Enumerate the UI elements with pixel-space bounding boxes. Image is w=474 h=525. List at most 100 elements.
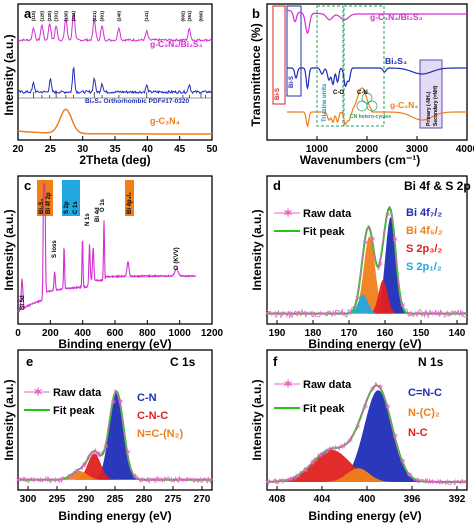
raw-data-point: ✶	[362, 238, 370, 248]
panel-a-frame	[17, 3, 213, 141]
hkl-label: (120)	[39, 11, 44, 22]
panel-b-ticks: 1000 2000 3000 4000	[306, 136, 474, 155]
hkl-label: (141)	[144, 11, 149, 22]
raw-data-line	[266, 209, 468, 319]
panel-e-ticks: 300 295 290 285 280 275 270	[20, 486, 211, 505]
panel-d-comp-s2p32: S 2p₃/₂	[406, 243, 442, 255]
panel-f-xtick-label: 408	[269, 494, 286, 505]
panel-c-label-o1s: O 1s	[100, 198, 106, 212]
panel-a-ticks: 20 25 30 35 40 45 50	[12, 136, 218, 155]
panel-a-xtick-label: 40	[142, 144, 154, 155]
raw-data-point: ✶	[73, 467, 81, 477]
panel-c-xtick-label: 0	[15, 328, 21, 339]
raw-data-point: ✶	[407, 310, 415, 320]
panel-c-label-sloss: S loss	[52, 240, 58, 258]
raw-data-point: ✶	[459, 310, 467, 320]
panel-e-xlabel: Binding energy (eV)	[58, 509, 171, 523]
raw-data-line	[17, 389, 213, 485]
panel-f-xlabel: Binding energy (eV)	[308, 509, 421, 523]
raw-data-point: ✶	[317, 310, 325, 320]
panel-b-ann-cn: C-N	[357, 90, 368, 96]
raw-data-point: ✶	[444, 310, 452, 320]
raw-data-point: ✶	[332, 310, 340, 320]
series-bi2s3-line	[17, 66, 213, 95]
raw-data-point: ✶	[117, 398, 125, 408]
raw-data-point: ✶	[153, 476, 161, 486]
panel-d-xtick-label: 160	[377, 328, 394, 339]
panel-c-label-bi2s3: Bi₂S₃	[39, 198, 45, 214]
raw-data-point: ✶	[22, 476, 30, 486]
raw-data-point: ✶	[309, 310, 317, 320]
panel-e-comp-cnc: C-N-C	[137, 410, 168, 422]
raw-data-point: ✶	[399, 457, 407, 467]
raw-data-point: ✶	[414, 476, 422, 486]
raw-data-point: ✶	[139, 476, 147, 486]
panel-d-xtick-label: 190	[269, 328, 286, 339]
panel-d-xtick-label: 140	[449, 328, 466, 339]
raw-data-point: ✶	[37, 476, 45, 486]
panel-b-box-cn	[343, 5, 385, 127]
panel-c-ylabel: Intensity (a.u.)	[2, 209, 16, 290]
raw-data-point: ✶	[392, 432, 400, 442]
panel-f-ylabel: Intensity (a.u.)	[250, 379, 264, 460]
panel-f-comp-nc: N-C	[408, 427, 428, 439]
panel-c-xtick-label: 200	[42, 328, 59, 339]
raw-data-point: ✶	[339, 310, 347, 320]
panel-a-xtick-label: 45	[174, 144, 186, 155]
panel-e-letter: e	[26, 354, 33, 369]
raw-data-point: ✶	[102, 443, 110, 453]
panel-c-box-bi4p	[125, 180, 134, 216]
raw-data-point: ✶	[272, 478, 280, 488]
panel-d-letter: d	[273, 178, 281, 193]
panel-b-series1-label: g-C₃N₄/Bi₂S₃	[370, 12, 423, 22]
hkl-label: (002)	[180, 11, 185, 22]
raw-data-point: ✶	[437, 310, 445, 320]
panel-d-comp-bi4f72: Bi 4f₇/₂	[406, 207, 442, 219]
panel-c-letter: c	[24, 178, 31, 193]
panel-c-box-s2p	[62, 180, 71, 216]
raw-data-point: ✶	[422, 478, 430, 488]
panel-c-xtick-label: 1000	[169, 328, 192, 339]
raw-data-point: ✶	[51, 476, 59, 486]
series-g-c3n4-line	[17, 108, 212, 135]
raw-data-point: ✶	[309, 459, 317, 469]
panel-b-series2-label: Bi₂S₃	[385, 56, 407, 66]
panel-b-box-bis2	[286, 5, 302, 97]
raw-data-point: ✶	[264, 478, 272, 488]
panel-d-comp-s2p12: S 2p₁/₂	[406, 261, 442, 273]
panel-e-xtick-label: 270	[194, 494, 211, 505]
panel-d-xtick-label: 150	[413, 328, 430, 339]
raw-data-point: ✶	[354, 422, 362, 432]
panel-b-xtick-label: 2000	[356, 144, 379, 155]
panel-c-label-c1s: C 1s	[73, 201, 79, 214]
panel-d-xlabel: Binding energy (eV)	[308, 337, 421, 351]
panel-c-label-okvv: O (KVV)	[174, 247, 180, 270]
panel-f-xtick-label: 400	[359, 494, 376, 505]
panel-c-xtick-label: 400	[74, 328, 91, 339]
panel-b-xlabel: Wavenumbers (cm⁻¹)	[300, 153, 421, 167]
raw-data-point: ✶	[44, 476, 52, 486]
raw-data-point: ✶	[377, 383, 385, 393]
panel-e-xtick-label: 285	[107, 494, 124, 505]
raw-data-point: ✶	[15, 476, 23, 486]
raw-data-point: ✶	[384, 402, 392, 412]
raw-data-point: ✶	[459, 478, 467, 488]
hkl-label: (301)	[100, 11, 105, 22]
component-peak	[18, 391, 212, 480]
component-peak	[267, 449, 467, 482]
panel-c-label-bi4f: Bi 4f 2p	[46, 192, 52, 214]
panel-d-ylabel: Intensity (a.u.)	[250, 209, 264, 290]
raw-data-point: ✶	[369, 385, 377, 395]
panel-e-xtick-label: 300	[20, 494, 37, 505]
panel-b-ann-primary: Primary (-NH₂)	[426, 91, 432, 126]
panel-c-xlabel: Binding energy (eV)	[58, 337, 171, 351]
panel-c-plot	[17, 183, 197, 313]
panel-b-ann-secondary: Secondary (=NH)	[433, 85, 439, 126]
panel-d-frame	[266, 175, 468, 325]
raw-data-point: ✶	[66, 472, 74, 482]
survey-spectrum-line	[17, 183, 197, 313]
raw-data-point: ✶	[429, 310, 437, 320]
panel-a: a Intensity (a.u.) 2Theta (deg) 20 25 30 35…	[2, 3, 218, 167]
panel-b-box-nh	[419, 59, 443, 129]
panel-d-legend: ✶ Raw data Fit peak Bi 4f₇/₂ Bi 4f₅/₂ S …	[274, 206, 443, 273]
